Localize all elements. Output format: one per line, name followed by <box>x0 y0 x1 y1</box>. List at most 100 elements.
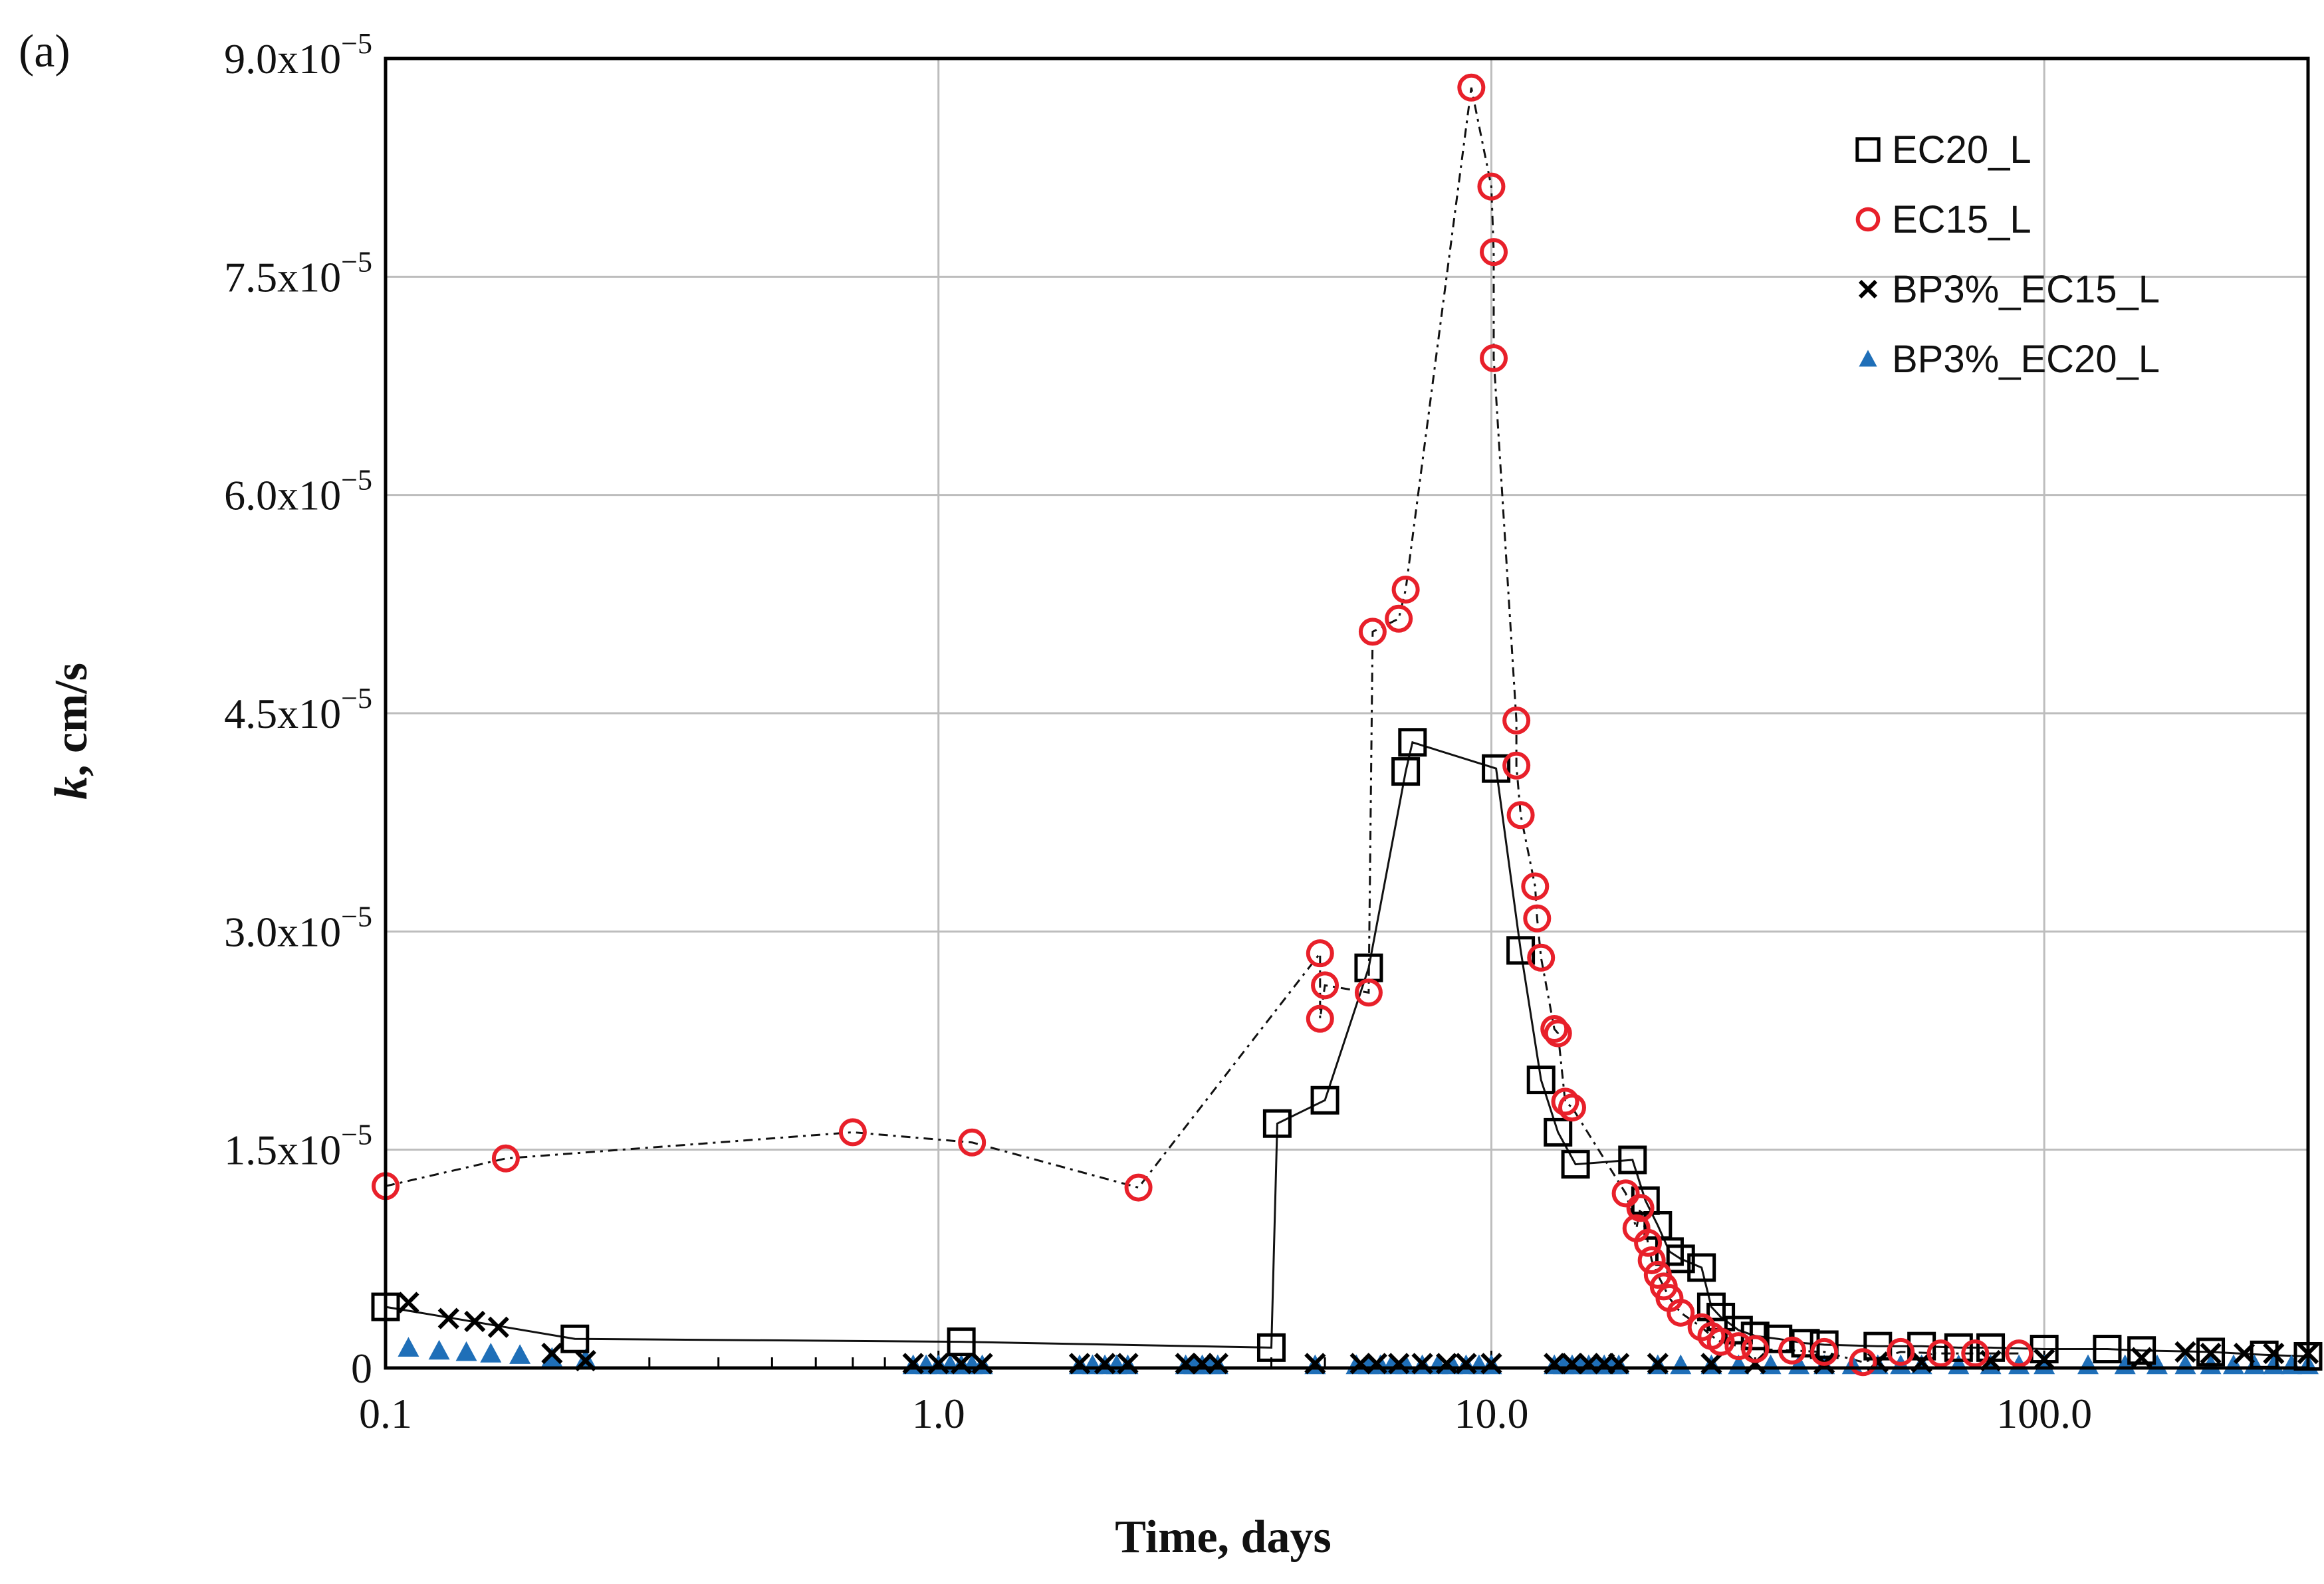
ec20-l-point <box>1809 1330 1839 1359</box>
x-tick-label: 10.0 <box>1454 1390 1528 1437</box>
y-axis-label: k, cm/s <box>46 663 97 800</box>
x-tick-label: 1.0 <box>912 1390 965 1437</box>
bp3-ec15-l-point <box>2034 1348 2055 1370</box>
bp3-ec15-l-point <box>2263 1342 2285 1365</box>
legend-label: BP3%_EC15_L <box>1892 268 2160 311</box>
y-tick-label: 7.5x10−5 <box>224 245 372 300</box>
ec15-l-point <box>1358 618 1387 646</box>
bp3-ec15-l-point <box>1607 1353 1630 1375</box>
bp3-ec15-l-point <box>1175 1353 1197 1375</box>
bp3-ec15-l-point <box>1388 1353 1410 1375</box>
bp3-ec15-l-point <box>971 1353 993 1375</box>
y-tick-base: 7.5x10 <box>224 253 341 300</box>
y-tick-base: 1.5x10 <box>224 1127 341 1174</box>
ec20-l-point <box>1310 1085 1339 1115</box>
ec15-l-point <box>1544 1019 1572 1048</box>
ec15-l-point <box>1626 1194 1655 1222</box>
ec15-l-point <box>1457 73 1486 102</box>
ec15-l-point <box>1810 1337 1839 1366</box>
bp3-ec20-l-point <box>480 1343 502 1363</box>
legend-label: EC20_L <box>1892 128 2032 171</box>
ec15-l-point <box>838 1118 867 1147</box>
ec20-l-point <box>1561 1150 1590 1179</box>
y-tick-exponent: −5 <box>341 900 372 933</box>
y-tick-base: 4.5x10 <box>224 690 341 737</box>
bp3-ec20-l-point <box>428 1339 450 1360</box>
ec15-l-point <box>1558 1093 1586 1122</box>
ec15-l-point <box>1634 1228 1663 1257</box>
bp3-ec15-l-point <box>1068 1353 1091 1375</box>
y-tick-labels: 01.5x10−53.0x10−54.5x10−56.0x10−57.5x10−… <box>224 27 372 1392</box>
bp3-ec15-l-point <box>1304 1353 1326 1375</box>
legend: EC20_L EC15_L BP3%_EC15_L BP3%_EC20_L <box>1855 128 2160 381</box>
ec15-l-point <box>1887 1337 1915 1366</box>
ec20-l-point <box>1944 1333 1973 1362</box>
ec15-l-point <box>1480 344 1508 372</box>
y-tick-base: 3.0x10 <box>224 908 341 955</box>
ec15-l-point <box>1311 971 1339 1000</box>
y-tick-exponent: −5 <box>341 27 372 60</box>
ec20-l-point <box>1262 1109 1292 1138</box>
ec15-l-point <box>1480 238 1508 267</box>
ec15-l-point <box>1926 1339 1955 1368</box>
bp3-ec15-l-point <box>927 1353 949 1375</box>
ec20-l-point <box>560 1324 590 1353</box>
bp3-ec15-l-point <box>1577 1353 1600 1375</box>
bp3-ec15-l-point <box>1094 1353 1116 1375</box>
bp3-ec15-l-point <box>487 1316 509 1338</box>
bp3-ec15-l-point <box>464 1310 486 1333</box>
y-tick-label: 3.0x10−5 <box>224 900 372 955</box>
legend-label: EC15_L <box>1892 198 2032 241</box>
y-tick-base: 0 <box>351 1345 372 1392</box>
y-tick-label: 6.0x10−5 <box>224 464 372 519</box>
x-tick-labels: 0.1 1.0 10.0 100.0 <box>359 1390 2092 1437</box>
series-circle-markers <box>372 73 2034 1377</box>
legend-label: BP3%_EC20_L <box>1892 338 2160 381</box>
bp3-ec15-l-point <box>1191 1353 1213 1375</box>
ec15-l-point <box>1637 1246 1666 1275</box>
legend-entry: EC15_L <box>1855 198 2032 241</box>
bp3-ec20-l-point <box>509 1344 531 1364</box>
y-tick-exponent: −5 <box>341 1119 372 1151</box>
ec20-l-point <box>1398 728 1427 757</box>
ec15-l-point <box>1849 1348 1877 1377</box>
ec15-l-point <box>1778 1336 1806 1365</box>
legend-entry: BP3%_EC15_L <box>1858 268 2160 311</box>
bp3-ec15-l-point <box>2200 1342 2222 1365</box>
ec15-l-point <box>1667 1298 1695 1327</box>
bp3-ec15-l-point <box>1117 1353 1139 1375</box>
plot-frame <box>384 57 2310 1370</box>
ec15-l-point <box>1527 943 1556 972</box>
ec15-l-point <box>1124 1173 1153 1202</box>
bp3-ec15-l-point <box>1647 1353 1669 1375</box>
y-axis-label-variable: k <box>46 776 97 800</box>
bp3-ec15-l-point <box>541 1342 563 1365</box>
y-tick-base: 6.0x10 <box>224 472 341 519</box>
ec15-l-point <box>491 1144 520 1173</box>
y-tick-exponent: −5 <box>341 682 372 715</box>
ec20-l-point <box>1482 754 1511 783</box>
bp3-ec15-l-point <box>902 1353 924 1375</box>
bp3-ec15-l-point <box>1349 1353 1371 1375</box>
y-tick-label: 1.5x10−5 <box>224 1119 372 1174</box>
ec20-l-point <box>1666 1244 1695 1274</box>
ec20-l-point <box>1544 1117 1573 1147</box>
bp3-ec15-l-point <box>1455 1353 1477 1375</box>
ec15-l-point <box>1521 872 1550 901</box>
bp3-ec15-l-point <box>1436 1353 1458 1375</box>
ec20-l-point <box>2196 1337 2226 1367</box>
bp3-ec15-l-point <box>1411 1353 1433 1375</box>
ec20-l-point <box>1526 1066 1556 1095</box>
ec15-l-point <box>1540 1014 1569 1043</box>
ec20-l-point <box>2093 1335 2122 1364</box>
y-tick-base: 9.0x10 <box>224 35 341 82</box>
ec20-l-point <box>1391 757 1421 786</box>
bp3-ec15-l-point <box>1858 279 1878 299</box>
ec15-l-point <box>1855 207 1881 232</box>
ec20-l-point <box>1618 1145 1647 1175</box>
ec15-l-point <box>1706 1327 1735 1356</box>
ec20-l-point <box>947 1327 976 1357</box>
ec15-l-point <box>1306 939 1334 968</box>
bp3-ec15-l-point <box>437 1307 459 1329</box>
